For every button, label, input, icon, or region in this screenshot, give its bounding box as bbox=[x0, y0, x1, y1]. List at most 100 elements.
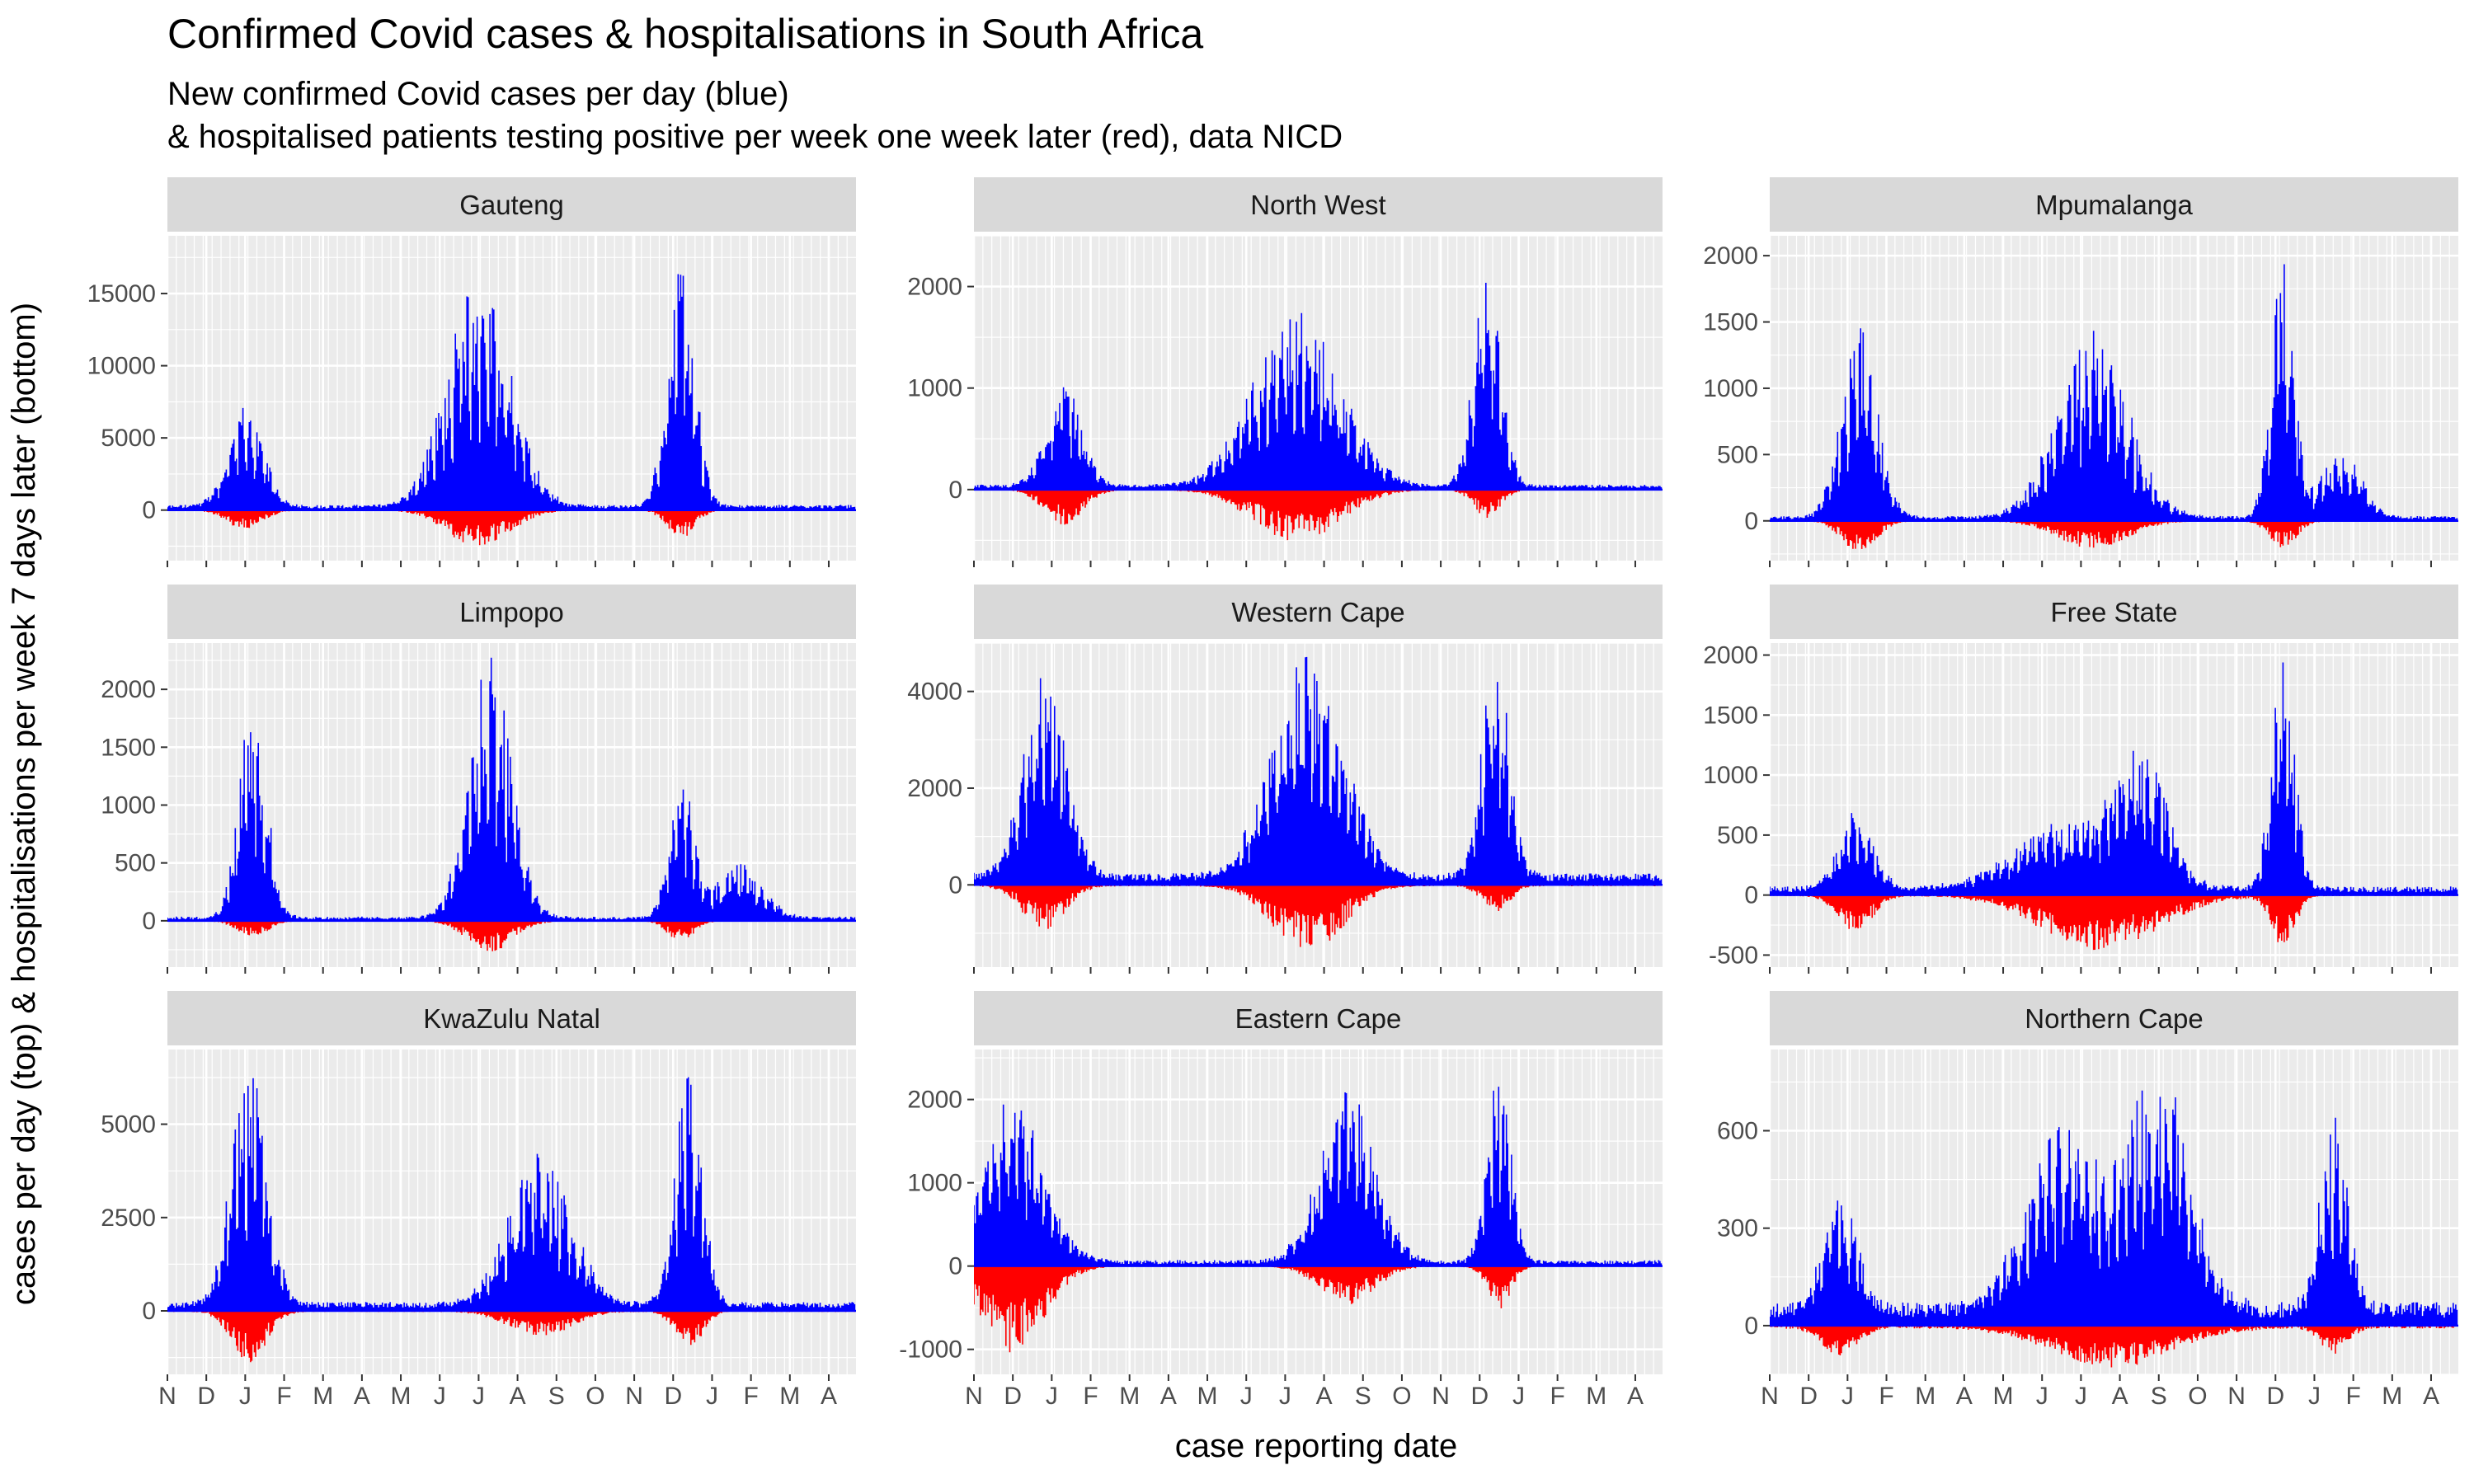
x-tick-label: A bbox=[1160, 1383, 1177, 1410]
x-tick-label: J bbox=[1240, 1383, 1253, 1410]
panel-background bbox=[974, 1050, 1663, 1374]
x-tick-label: J bbox=[1279, 1383, 1291, 1410]
panel-strip-label: Gauteng bbox=[459, 190, 564, 220]
panel-strip-label: Free State bbox=[2050, 597, 2177, 627]
panel-bars bbox=[167, 1077, 856, 1363]
y-tick-label: 500 bbox=[1717, 441, 1758, 468]
case-bars bbox=[974, 656, 1663, 885]
x-tick-label: D bbox=[197, 1383, 215, 1410]
x-tick-label: M bbox=[779, 1383, 800, 1410]
x-tick-label: A bbox=[1956, 1383, 1973, 1410]
y-tick-label: 2000 bbox=[1703, 642, 1758, 669]
x-tick-label: M bbox=[2382, 1383, 2402, 1410]
panel-bars bbox=[1770, 662, 2458, 951]
x-tick-label: J bbox=[473, 1383, 485, 1410]
x-tick-label: J bbox=[434, 1383, 446, 1410]
x-tick-label: N bbox=[158, 1383, 176, 1410]
panel-strip-label: North West bbox=[1250, 190, 1385, 220]
x-tick-label: N bbox=[965, 1383, 983, 1410]
y-tick-label: 1000 bbox=[907, 375, 962, 402]
y-tick-label: 15000 bbox=[87, 280, 156, 308]
y-tick-label: -500 bbox=[1709, 942, 1758, 969]
x-tick-label: D bbox=[664, 1383, 682, 1410]
y-tick-label: 0 bbox=[142, 908, 156, 935]
x-tick-label: N bbox=[1432, 1383, 1450, 1410]
x-tick-label: A bbox=[1627, 1383, 1644, 1410]
x-tick-label: M bbox=[313, 1383, 333, 1410]
x-tick-label: F bbox=[1550, 1383, 1564, 1410]
x-tick-label: M bbox=[391, 1383, 412, 1410]
y-tick-label: 0 bbox=[948, 871, 962, 899]
y-tick-label: 0 bbox=[1744, 1313, 1758, 1340]
y-tick-label: 0 bbox=[948, 477, 962, 504]
panel-strip-label: KwaZulu Natal bbox=[423, 1003, 600, 1034]
panel-bars bbox=[974, 283, 1663, 541]
x-tick-label: J bbox=[706, 1383, 718, 1410]
x-tick-label: D bbox=[1004, 1383, 1022, 1410]
panel-strip-label: Western Cape bbox=[1231, 597, 1404, 627]
y-tick-label: 5000 bbox=[101, 425, 156, 452]
panel-strip bbox=[974, 177, 1663, 232]
panel-strip bbox=[1770, 585, 2458, 639]
x-tick-label: S bbox=[2151, 1383, 2167, 1410]
y-tick-label: -1000 bbox=[899, 1336, 962, 1364]
panel-bars bbox=[1770, 264, 2458, 549]
panel-bars bbox=[974, 1087, 1663, 1353]
case-bars bbox=[167, 1077, 856, 1311]
y-tick-label: 500 bbox=[1717, 822, 1758, 849]
y-tick-label: 2000 bbox=[101, 676, 156, 703]
panel-mpumalanga: Mpumalanga 0 500 1000 1500 2000 bbox=[1703, 177, 2458, 567]
y-tick-label: 0 bbox=[948, 1253, 962, 1280]
x-tick-label: A bbox=[354, 1383, 370, 1410]
x-tick-label: J bbox=[1512, 1383, 1525, 1410]
panel-strip-label: Limpopo bbox=[459, 597, 564, 627]
panel-strip bbox=[1770, 177, 2458, 232]
x-tick-label: A bbox=[2112, 1383, 2128, 1410]
panel-strip bbox=[167, 585, 856, 639]
y-tick-label: 300 bbox=[1717, 1215, 1758, 1242]
x-tick-label: F bbox=[2345, 1383, 2360, 1410]
panel-bars bbox=[974, 656, 1663, 947]
x-tick-label: J bbox=[2036, 1383, 2048, 1410]
panel-bars bbox=[167, 274, 856, 546]
x-tick-label: F bbox=[743, 1383, 758, 1410]
panel-strip bbox=[974, 585, 1663, 639]
y-tick-label: 500 bbox=[115, 850, 156, 877]
x-tick-label: M bbox=[1197, 1383, 1218, 1410]
x-tick-label: M bbox=[1915, 1383, 1935, 1410]
y-tick-label: 2500 bbox=[101, 1205, 156, 1232]
panel-western-cape: Western Cape 0 2000 4000 bbox=[907, 585, 1663, 974]
x-tick-label: S bbox=[548, 1383, 565, 1410]
y-axis-label: cases per day (top) & hospitalisations p… bbox=[6, 303, 42, 1305]
x-tick-label: A bbox=[1316, 1383, 1333, 1410]
x-tick-label: J bbox=[239, 1383, 252, 1410]
panel-bars bbox=[1770, 1090, 2458, 1368]
panel-strip-label: Mpumalanga bbox=[2035, 190, 2193, 220]
y-tick-label: 600 bbox=[1717, 1118, 1758, 1145]
x-tick-label: D bbox=[1799, 1383, 1818, 1410]
y-tick-label: 2000 bbox=[907, 1087, 962, 1114]
x-tick-label: N bbox=[625, 1383, 643, 1410]
y-tick-label: 4000 bbox=[907, 679, 962, 706]
chart-subtitle: New confirmed Covid cases per day (blue)… bbox=[167, 73, 1343, 158]
x-tick-label: F bbox=[1083, 1383, 1098, 1410]
y-tick-label: 5000 bbox=[101, 1111, 156, 1139]
x-tick-label: N bbox=[1761, 1383, 1779, 1410]
x-tick-label: N bbox=[2227, 1383, 2246, 1410]
y-tick-label: 0 bbox=[1744, 508, 1758, 535]
y-tick-label: 1000 bbox=[101, 792, 156, 819]
x-tick-label: A bbox=[510, 1383, 526, 1410]
x-tick-label: D bbox=[1470, 1383, 1489, 1410]
subtitle-line-2: & hospitalised patients testing positive… bbox=[167, 119, 1343, 155]
panel-strip bbox=[167, 177, 856, 232]
chart-title: Confirmed Covid cases & hospitalisations… bbox=[167, 11, 1204, 57]
panel-strip bbox=[974, 991, 1663, 1045]
subtitle-line-1: New confirmed Covid cases per day (blue) bbox=[167, 76, 789, 112]
x-tick-label: A bbox=[821, 1383, 837, 1410]
x-tick-label: M bbox=[1119, 1383, 1140, 1410]
case-bars bbox=[974, 1087, 1663, 1266]
x-tick-label: F bbox=[1879, 1383, 1893, 1410]
